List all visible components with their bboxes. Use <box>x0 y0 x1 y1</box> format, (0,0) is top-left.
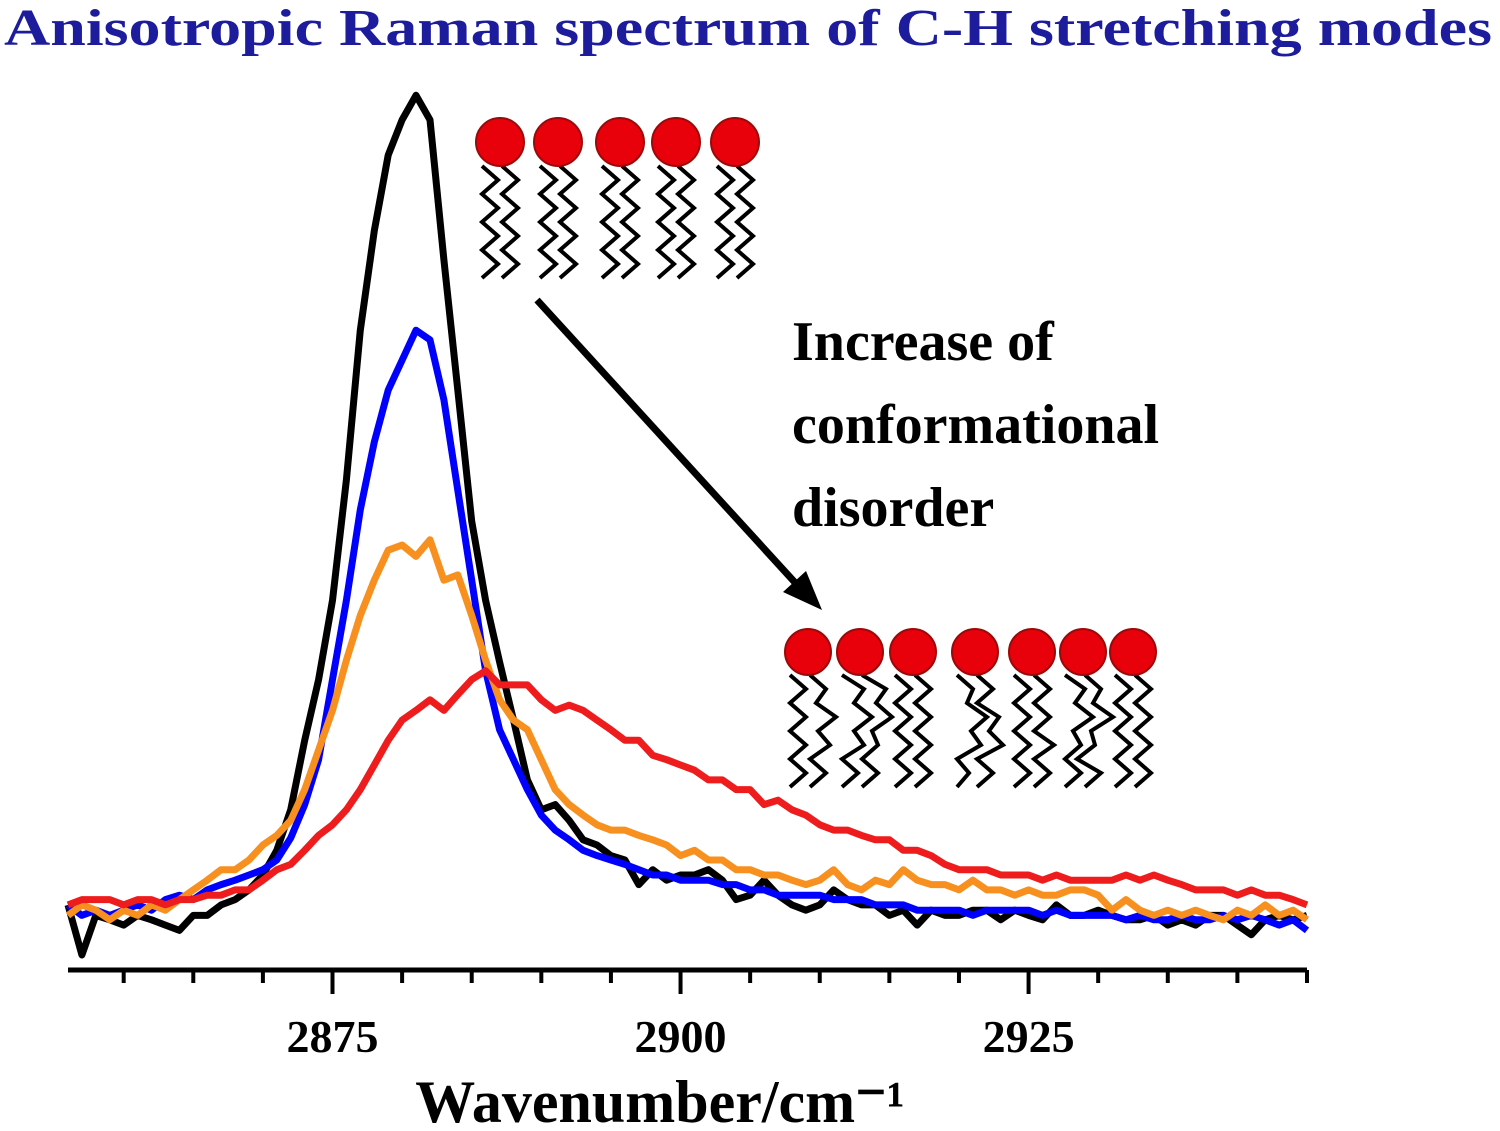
chart-title: Anisotropic Raman spectrum of C-H stretc… <box>4 0 1492 57</box>
lipid-chain <box>674 164 698 280</box>
lipid-chain <box>838 673 876 789</box>
lipid-chain <box>733 164 757 280</box>
lipid-chain <box>536 164 560 280</box>
lipid-chain <box>786 673 810 789</box>
lipid-head <box>475 117 525 167</box>
lipid-head <box>889 628 937 676</box>
arrow-head <box>783 571 822 610</box>
lipid-chain <box>1131 673 1155 789</box>
lipid-head <box>784 628 832 676</box>
arrow <box>534 297 803 591</box>
lipid-chain <box>598 164 622 280</box>
x-tick-label: 2900 <box>635 1011 727 1062</box>
lipid-chain <box>654 164 678 280</box>
lipid-chain <box>806 673 840 789</box>
x-axis-label: Wavenumber/cm⁻¹ <box>415 1069 905 1131</box>
illustration <box>475 117 1157 789</box>
lipid-chain <box>911 673 935 789</box>
lipid-chain <box>1111 673 1135 789</box>
lipid-chain <box>556 164 580 280</box>
lipid-head <box>951 628 999 676</box>
lipid-head <box>651 117 701 167</box>
lipid-head <box>1008 628 1056 676</box>
lipid-chain <box>498 164 522 280</box>
annotation: disorder <box>792 477 994 539</box>
lipid-chain <box>1030 673 1058 789</box>
lipid-chain <box>1073 673 1117 789</box>
lipid-chain <box>1061 673 1097 789</box>
series-line <box>66 667 1309 909</box>
lipid-chain <box>1010 673 1034 789</box>
lipid-head <box>836 628 884 676</box>
annotation: conformational <box>792 394 1159 456</box>
series-line <box>65 536 1309 924</box>
lipid-head <box>710 117 760 167</box>
lipid-head <box>1059 628 1107 676</box>
plot-area: 2875 2900 2925 <box>64 91 1310 1062</box>
lipid-chain <box>478 164 502 280</box>
lipid-chain <box>973 673 1007 789</box>
annotation: Increase of <box>792 311 1055 373</box>
lipid-chain <box>953 673 991 789</box>
series-line <box>65 326 1310 934</box>
lipid-head <box>533 117 583 167</box>
series-line <box>64 91 1309 959</box>
lipid-head <box>595 117 645 167</box>
x-tick-label: 2875 <box>287 1011 379 1062</box>
lipid-chain <box>891 673 915 789</box>
x-tick-label: 2925 <box>983 1011 1075 1062</box>
lipid-chain <box>618 164 642 280</box>
lipid-head <box>1109 628 1157 676</box>
lipid-chain <box>713 164 737 280</box>
lipid-chain <box>858 673 896 789</box>
